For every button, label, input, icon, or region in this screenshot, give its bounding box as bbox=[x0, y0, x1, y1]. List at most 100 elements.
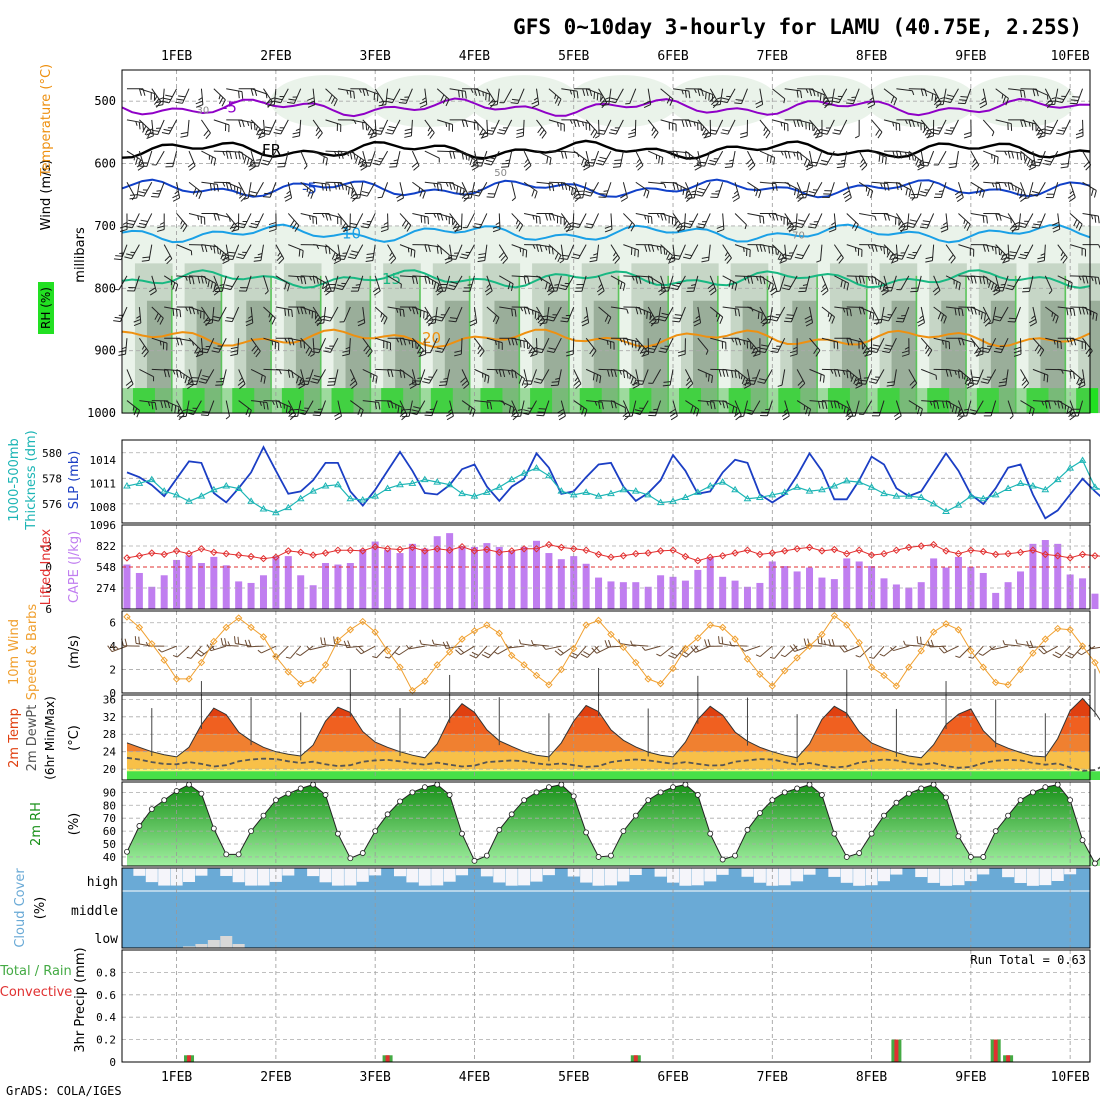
wind-barb bbox=[175, 101, 183, 104]
wind-barb bbox=[201, 276, 204, 284]
lifted-index-point bbox=[346, 546, 355, 554]
wind-barb bbox=[199, 351, 208, 354]
wind-speed-point bbox=[445, 648, 454, 656]
wind-barb bbox=[176, 338, 180, 346]
wind-barb bbox=[833, 369, 837, 377]
wind-barb bbox=[759, 306, 769, 322]
wind-barb bbox=[898, 220, 902, 226]
temperature-contour-label: 20 bbox=[422, 329, 441, 347]
wind-barb bbox=[561, 254, 569, 257]
high-cloud-gap bbox=[245, 868, 258, 886]
thickness-point bbox=[557, 487, 566, 494]
wind-barb bbox=[1013, 350, 1022, 354]
wind-barb bbox=[1072, 96, 1080, 98]
wind-barb bbox=[882, 284, 887, 288]
wind-barb bbox=[300, 212, 317, 218]
wind-barb bbox=[667, 275, 674, 292]
wind-barb bbox=[124, 256, 132, 260]
thickness-point bbox=[979, 494, 988, 502]
wind-barb bbox=[449, 181, 465, 190]
wind-barb bbox=[784, 213, 795, 227]
wind-barb bbox=[710, 337, 726, 343]
wind-barb bbox=[492, 228, 501, 233]
thickness-point bbox=[209, 485, 218, 493]
wind-barb bbox=[345, 346, 351, 350]
wind-barb bbox=[349, 380, 356, 386]
wind-barb bbox=[213, 88, 226, 101]
wind-barb bbox=[830, 400, 834, 409]
high-cloud-gap bbox=[952, 868, 965, 886]
surface-wind-barb bbox=[982, 645, 996, 656]
thickness-point bbox=[272, 508, 280, 516]
high-cloud-gap bbox=[331, 868, 344, 886]
wind-barb bbox=[635, 181, 650, 192]
temperature-contour-label: FR bbox=[262, 141, 281, 159]
wind-speed-point bbox=[756, 670, 764, 678]
wind-barb bbox=[146, 131, 154, 136]
wind-barb bbox=[374, 275, 381, 292]
wind-barb bbox=[412, 306, 428, 313]
surface-wind-barb bbox=[989, 645, 993, 650]
temp-axis-label: 2m Temp bbox=[7, 708, 22, 768]
wind-barb bbox=[221, 253, 229, 258]
wind-barb bbox=[619, 150, 624, 167]
wind-barb bbox=[718, 400, 722, 406]
wind-barb bbox=[197, 276, 201, 284]
wind-barb bbox=[416, 346, 422, 354]
wind-barb bbox=[869, 97, 874, 101]
wind-barb bbox=[437, 119, 453, 125]
wind-speed-point bbox=[458, 635, 466, 643]
wind-barb bbox=[722, 400, 738, 409]
wind-barb bbox=[1001, 253, 1009, 257]
wind-barb bbox=[833, 213, 837, 230]
wind-barb bbox=[531, 104, 539, 108]
rh-point bbox=[136, 823, 143, 829]
wind-barb bbox=[288, 244, 304, 252]
wind-barb bbox=[1028, 162, 1036, 167]
high-cloud-gap bbox=[964, 868, 977, 882]
wind-barb bbox=[564, 151, 568, 159]
wind-barb bbox=[995, 119, 1012, 125]
surface-wind-barb bbox=[289, 645, 302, 659]
rh-tick-label: 60 bbox=[103, 825, 116, 838]
surface-wind-barb bbox=[704, 639, 708, 647]
wind-barb bbox=[213, 158, 217, 166]
wind-barb bbox=[492, 314, 497, 323]
wind-barb bbox=[888, 337, 897, 353]
wind-barb bbox=[972, 158, 976, 163]
wind-barb bbox=[238, 152, 241, 160]
top-date-label: 2FEB bbox=[260, 49, 291, 64]
wind-barb bbox=[744, 224, 747, 230]
wind-barb bbox=[725, 369, 729, 377]
surface-wind-barb bbox=[784, 645, 798, 658]
thickness-point bbox=[731, 485, 739, 493]
wind-barb bbox=[392, 119, 401, 135]
cape-bar bbox=[768, 561, 776, 609]
wind-barb bbox=[1094, 215, 1097, 223]
wind-barb bbox=[999, 381, 1007, 384]
wind-barb bbox=[682, 187, 685, 196]
wind-barb bbox=[955, 151, 959, 167]
wind-barb bbox=[408, 306, 412, 312]
wind-barb bbox=[222, 369, 227, 386]
wind-barb bbox=[963, 135, 972, 139]
surface-wind-barb bbox=[670, 652, 678, 657]
wind-barb bbox=[523, 337, 536, 351]
wind-barb bbox=[250, 337, 261, 352]
wind-barb bbox=[532, 215, 535, 220]
wind-barb bbox=[472, 159, 477, 164]
wind-barb bbox=[854, 224, 859, 232]
wind-barb bbox=[157, 182, 165, 198]
wind-barb bbox=[846, 182, 852, 198]
wind-barb bbox=[598, 129, 606, 132]
surface-wind-barb bbox=[389, 645, 401, 659]
wind-barb bbox=[659, 290, 666, 296]
surface-wind-barb bbox=[398, 645, 413, 656]
wind-barb bbox=[1061, 88, 1071, 103]
wind-barb bbox=[405, 88, 413, 104]
wind-barb bbox=[551, 183, 555, 192]
surface-wind-barb bbox=[1065, 654, 1073, 659]
wind-barb bbox=[755, 104, 763, 109]
wind-barb bbox=[926, 128, 934, 132]
cape-bar bbox=[346, 563, 354, 609]
